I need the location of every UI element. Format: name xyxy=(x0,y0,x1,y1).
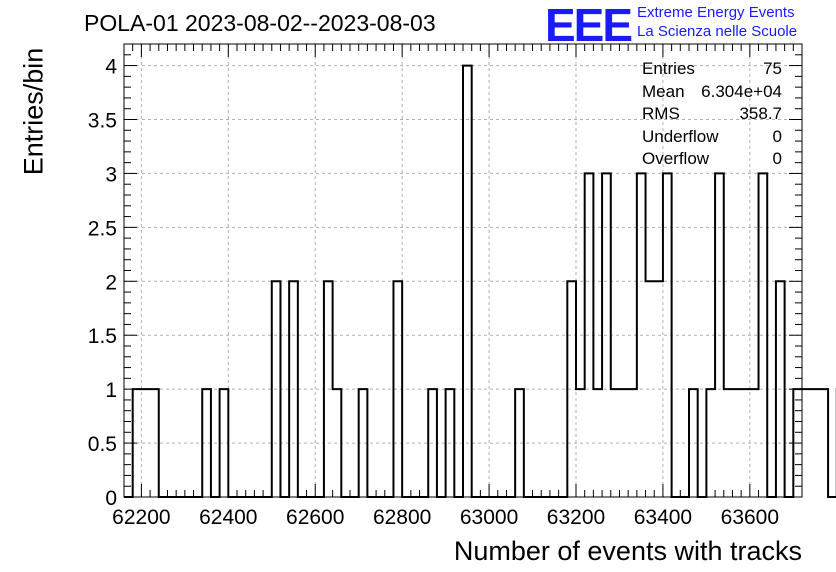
stat-name: Entries xyxy=(642,59,695,78)
x-tick-label: 63000 xyxy=(460,506,518,529)
y-tick-label: 0 xyxy=(105,487,117,510)
stat-name: Overflow xyxy=(642,149,710,168)
stat-name: Underflow xyxy=(642,126,719,146)
stat-value: 358.7 xyxy=(739,104,782,123)
x-axis-label: Number of events with tracks xyxy=(453,536,802,566)
y-tick-label: 2 xyxy=(105,271,117,294)
y-tick-label: 3 xyxy=(105,163,117,186)
y-axis-label: Entries/bin xyxy=(18,47,49,176)
stat-row-entries: Entries 75 xyxy=(640,59,782,82)
y-tick-label: 1 xyxy=(105,379,117,402)
y-tick-label: 3.5 xyxy=(88,110,117,133)
x-tick-label: 62800 xyxy=(373,506,431,529)
logo-caption: Extreme Energy Events La Scienza nelle S… xyxy=(637,3,797,41)
stat-value: 75 xyxy=(763,59,782,78)
x-tick-label: 63600 xyxy=(721,506,779,529)
stat-value: 6.304e+04 xyxy=(701,81,782,101)
y-tick-label: 0.5 xyxy=(88,433,117,456)
logo-line-1: Extreme Energy Events xyxy=(637,4,795,21)
eee-logo: EEE xyxy=(545,0,633,51)
stat-row-underflow: Underflow 0 xyxy=(640,127,782,150)
x-tick-label: 62400 xyxy=(199,506,257,529)
stats-box: Entries 75 Mean 6.304e+04 RMS 358.7 Unde… xyxy=(640,59,782,172)
logo-line-2: La Scienza nelle Scuole xyxy=(637,23,798,40)
y-tick-label: 2.5 xyxy=(88,217,117,240)
x-tick-label: 63200 xyxy=(547,506,605,529)
stat-row-overflow: Overflow 0 xyxy=(640,149,782,172)
x-tick-label: 62600 xyxy=(286,506,344,529)
stat-row-rms: RMS 358.7 xyxy=(640,104,782,127)
stat-row-mean: Mean 6.304e+04 xyxy=(640,82,782,105)
chart-title: POLA-01 2023-08-02--2023-08-03 xyxy=(84,10,436,36)
stat-value: 0 xyxy=(772,149,782,168)
y-tick-label: 4 xyxy=(105,56,117,79)
stat-name: RMS xyxy=(642,104,680,123)
stat-value: 0 xyxy=(772,126,782,146)
x-tick-label: 62200 xyxy=(112,506,170,529)
x-tick-label: 63400 xyxy=(634,506,692,529)
stat-name: Mean xyxy=(642,81,685,101)
y-tick-label: 1.5 xyxy=(88,325,117,348)
